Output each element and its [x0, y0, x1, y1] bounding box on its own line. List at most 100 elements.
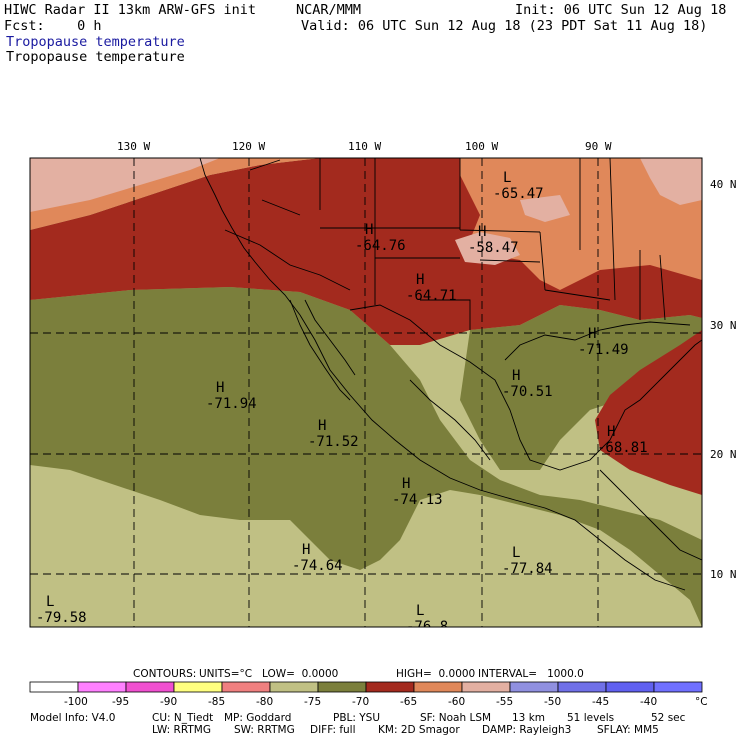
contours-label: CONTOURS:: [133, 668, 197, 680]
extremum-value: -64.71: [406, 288, 457, 304]
colorbar-tick-label: -90: [160, 696, 178, 708]
colorbar-tick-label: -70: [352, 696, 370, 708]
extremum-high-marker: H: [588, 326, 596, 342]
map-frame: [29, 157, 703, 628]
extremum-high-marker: H: [302, 542, 310, 558]
lon-tick-90: 90 W: [585, 140, 612, 153]
extremum-low-marker: L: [46, 594, 54, 610]
colorbar: [29, 681, 703, 693]
region-75-70: [30, 287, 702, 627]
colorbar-swatch: [221, 681, 271, 693]
extremum-value: -70.51: [502, 384, 553, 400]
colorbar-swatch: [557, 681, 607, 693]
extremum-value: -71.94: [206, 396, 257, 412]
extremum-low-marker: L: [416, 603, 424, 619]
sw-scheme: SW: RRTMG: [234, 724, 295, 736]
extremum-high-marker: H: [402, 476, 410, 492]
lon-tick-120: 120 W: [232, 140, 265, 153]
region-60-55: [30, 158, 220, 212]
extremum-value: -79.58: [36, 610, 87, 626]
contours-units: UNITS=°C: [199, 668, 253, 680]
colorbar-swatch: [653, 681, 703, 693]
extremum-value: -71.52: [308, 434, 359, 450]
cu-scheme: CU: N_Tiedt: [152, 712, 214, 724]
diff-scheme: DIFF: full: [310, 724, 356, 736]
colorbar-swatch: [605, 681, 655, 693]
lat-tick-40: 40 N: [710, 178, 737, 191]
extremum-value: -76.8: [406, 619, 448, 635]
colorbar-tick-label: -40: [640, 696, 658, 708]
lat-tick-30: 30 N: [710, 319, 737, 332]
extremum-value: -77.84: [502, 561, 553, 577]
extremum-value: -64.76: [355, 238, 406, 254]
extremum-low-marker: L: [503, 170, 511, 186]
colorbar-swatch: [413, 681, 463, 693]
title: HIWC Radar II 13km ARW-GFS init: [4, 2, 256, 18]
pbl-scheme: PBL: YSU: [333, 712, 381, 724]
region-60-55-northeast: [640, 158, 702, 205]
colorbar-swatch: [509, 681, 559, 693]
model-info: Model Info: V4.0: [30, 712, 116, 724]
extremum-value: -58.47: [468, 240, 519, 256]
extremum-value: -71.49: [578, 342, 629, 358]
region-60-55-plains: [455, 232, 520, 265]
colorbar-tick-label: -95: [112, 696, 130, 708]
colorbar-tick-label: -50: [544, 696, 562, 708]
extremum-value: -74.13: [392, 492, 443, 508]
extremum-high-marker: H: [478, 224, 486, 240]
extremum-high-marker: H: [416, 272, 424, 288]
contours-low: LOW= 0.0000: [262, 668, 339, 680]
colorbar-tick-label: -80: [256, 696, 274, 708]
lon-tick-110: 110 W: [348, 140, 381, 153]
colorbar-swatch: [29, 681, 79, 693]
extremum-high-marker: H: [365, 222, 373, 238]
field-title-2: Tropopause temperature: [6, 49, 185, 65]
colorbar-swatch: [173, 681, 223, 693]
coastlines: [199, 158, 702, 591]
extremum-high-marker: H: [512, 368, 520, 384]
region-75-70-east: [460, 305, 702, 470]
colorbar-tick-label: -55: [496, 696, 514, 708]
forecast-hour: Fcst: 0 h: [4, 18, 102, 34]
colorbar-tick-label: -65: [400, 696, 418, 708]
colorbar-unit: °C: [695, 696, 708, 708]
region-60-55-ne-patch: [520, 195, 570, 222]
resolution: 13 km: [512, 712, 546, 724]
contours-high: HIGH= 0.0000: [396, 668, 476, 680]
colorbar-tick-label: -75: [304, 696, 322, 708]
extremum-value: -68.81: [597, 440, 648, 456]
colorbar-swatch: [77, 681, 127, 693]
extremum-value: -74.64: [292, 558, 343, 574]
sf-scheme: SF: Noah LSM: [420, 712, 492, 724]
extremum-high-marker: H: [216, 380, 224, 396]
lat-tick-20: 20 N: [710, 448, 737, 461]
lon-tick-130: 130 W: [117, 140, 150, 153]
source-label: NCAR/MMM: [296, 2, 362, 18]
region-65-60-north: [460, 158, 702, 290]
init-time: Init: 06 UTC Sun 12 Aug 18: [515, 2, 727, 18]
km-scheme: KM: 2D Smagor: [378, 724, 460, 736]
sflay-scheme: SFLAY: MM5: [597, 724, 659, 736]
mp-scheme: MP: Goddard: [224, 712, 292, 724]
grid: [30, 158, 702, 627]
colorbar-swatch: [365, 681, 415, 693]
extremum-high-marker: H: [318, 418, 326, 434]
colorbar-swatch: [461, 681, 511, 693]
colorbar-tick-label: -100: [64, 696, 88, 708]
contours-interval: INTERVAL= 1000.0: [478, 668, 584, 680]
field-title-1: Tropopause temperature: [6, 34, 185, 50]
lw-scheme: LW: RRTMG: [152, 724, 211, 736]
lat-tick-10: 10 N: [710, 568, 737, 581]
damp-scheme: DAMP: Rayleigh3: [482, 724, 572, 736]
valid-time: Valid: 06 UTC Sun 12 Aug 18 (23 PDT Sat …: [301, 18, 708, 34]
timestep: 52 sec: [651, 712, 686, 724]
extremum-low-marker: L: [512, 545, 520, 561]
colorbar-swatch: [269, 681, 319, 693]
extremum-high-marker: H: [607, 424, 615, 440]
extremum-value: -65.47: [493, 186, 544, 202]
extrema-labels: H-64.76H-58.47H-64.71L-65.47H-71.94H-71.…: [36, 170, 648, 635]
colorbar-swatch: [317, 681, 367, 693]
colorbar-tick-label: -60: [448, 696, 466, 708]
colorbar-swatch: [125, 681, 175, 693]
